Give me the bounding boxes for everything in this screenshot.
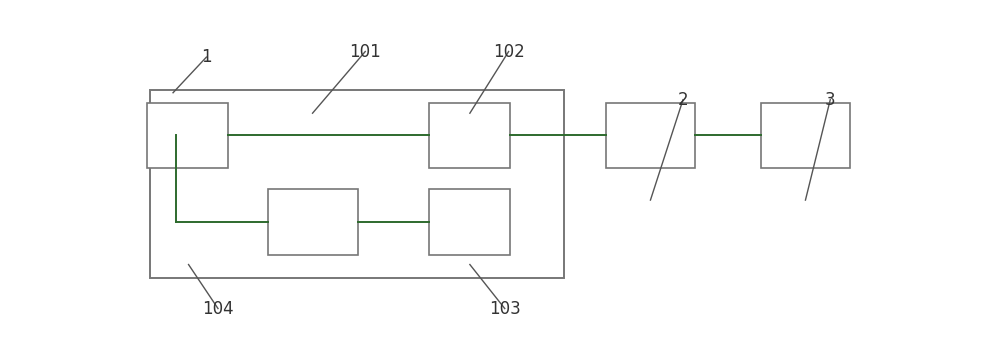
Bar: [268, 189, 358, 255]
Text: 101: 101: [349, 43, 381, 60]
Text: 103: 103: [489, 300, 521, 317]
Text: 102: 102: [493, 43, 524, 60]
Text: 3: 3: [825, 91, 836, 109]
Bar: [147, 103, 228, 169]
Text: 104: 104: [202, 300, 234, 317]
Bar: [606, 103, 695, 169]
Bar: [761, 103, 850, 169]
Bar: [429, 189, 510, 255]
Text: 2: 2: [678, 91, 688, 109]
Bar: [150, 90, 564, 278]
Text: 1: 1: [201, 48, 212, 66]
Bar: [429, 103, 510, 169]
